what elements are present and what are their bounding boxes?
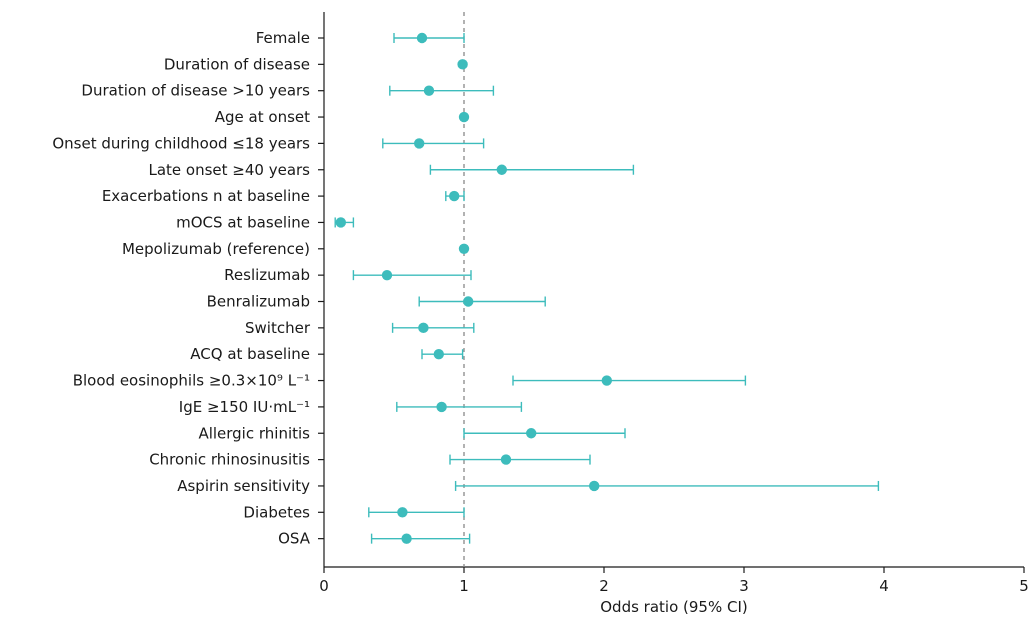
forest-row: Onset during childhood ≤18 years [52, 134, 485, 152]
row-label: Late onset ≥40 years [148, 161, 310, 179]
forest-row: Duration of disease >10 years [81, 82, 495, 100]
row-label: Chronic rhinosinusitis [149, 451, 310, 469]
odds-ratio-point [589, 480, 600, 492]
row-label: Aspirin sensitivity [177, 477, 310, 495]
forest-row: Female [256, 29, 465, 47]
forest-row: Benralizumab [207, 293, 546, 311]
row-label: Duration of disease >10 years [81, 82, 310, 100]
row-label: Blood eosinophils ≥0.3×10⁹ L⁻¹ [73, 372, 310, 390]
odds-ratio-point [458, 243, 470, 254]
odds-ratio-point [457, 59, 468, 70]
row-label: mOCS at baseline [176, 213, 310, 231]
forest-row: Allergic rhinitis [198, 424, 626, 442]
odds-ratio-point [401, 533, 412, 544]
row-label: Exacerbations n at baseline [102, 187, 310, 205]
forest-row: Diabetes [243, 503, 465, 521]
x-tick-label: 4 [879, 577, 889, 595]
odds-ratio-point [458, 111, 470, 123]
forest-row: Blood eosinophils ≥0.3×10⁹ L⁻¹ [73, 372, 747, 390]
forest-row: IgE ≥150 IU·mL⁻¹ [179, 398, 523, 416]
odds-ratio-point [397, 507, 408, 518]
odds-ratio-point [335, 217, 346, 228]
row-label: Diabetes [243, 503, 310, 521]
row-label: Reslizumab [224, 266, 310, 284]
forest-row: mOCS at baseline [176, 213, 355, 231]
forest-row: Aspirin sensitivity [177, 477, 880, 495]
x-axis-title: Odds ratio (95% CI) [600, 598, 748, 616]
row-label: Benralizumab [207, 293, 310, 311]
x-tick-label: 2 [599, 577, 609, 595]
row-label: Duration of disease [164, 55, 310, 73]
forest-row: ACQ at baseline [190, 345, 464, 363]
forest-row: Age at onset [215, 108, 470, 126]
odds-ratio-point [423, 85, 435, 96]
row-label: OSA [278, 530, 311, 548]
x-ticks: 0 1 2 3 4 5 [319, 567, 1029, 595]
forest-row: Chronic rhinosinusitis [149, 451, 591, 469]
forest-row: Late onset ≥40 years [148, 161, 635, 179]
row-label: Switcher [245, 319, 311, 337]
odds-ratio-point [381, 269, 393, 281]
forest-row: Reslizumab [224, 266, 472, 284]
forest-row: Duration of disease [164, 55, 468, 73]
odds-ratio-point [463, 296, 474, 307]
odds-ratio-point [414, 138, 425, 149]
x-tick-label: 3 [739, 577, 749, 595]
x-tick-label: 1 [459, 577, 469, 595]
row-label: Mepolizumab (reference) [122, 240, 310, 258]
forest-row: OSA [278, 530, 471, 548]
odds-ratio-point [500, 454, 512, 465]
odds-ratio-point [496, 164, 507, 175]
row-label: Female [256, 29, 310, 47]
x-tick-label: 0 [319, 577, 329, 595]
forest-row: Switcher [245, 319, 475, 337]
rows: Female Duration of disease Duration of dis… [52, 29, 880, 548]
axes [323, 12, 1024, 568]
odds-ratio-point [433, 349, 444, 360]
row-label: Allergic rhinitis [198, 424, 310, 442]
odds-ratio-point [436, 401, 447, 413]
forest-row: Mepolizumab (reference) [122, 240, 470, 258]
x-tick-label: 5 [1019, 577, 1029, 595]
odds-ratio-point [449, 190, 460, 202]
row-label: Onset during childhood ≤18 years [52, 134, 310, 152]
row-label: IgE ≥150 IU·mL⁻¹ [179, 398, 310, 416]
odds-ratio-point [526, 428, 537, 439]
odds-ratio-point [601, 375, 612, 386]
row-label: Age at onset [215, 108, 310, 126]
forest-row: Exacerbations n at baseline [102, 187, 465, 205]
odds-ratio-point [416, 32, 428, 44]
row-label: ACQ at baseline [190, 345, 310, 363]
odds-ratio-point [418, 322, 429, 334]
